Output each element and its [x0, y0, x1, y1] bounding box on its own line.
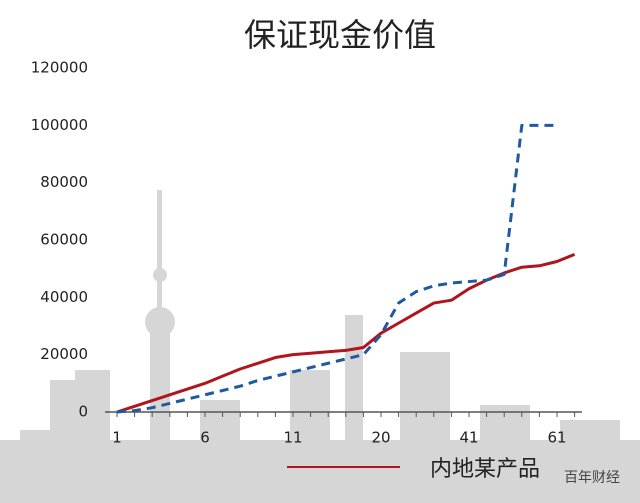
x-tick-label: 1	[112, 429, 122, 447]
x-tick-label: 61	[547, 429, 566, 447]
legend-label: 内地某产品	[430, 457, 540, 482]
x-tick-label: 41	[459, 429, 478, 447]
y-tick-label: 0	[78, 403, 88, 421]
y-tick-label: 40000	[40, 288, 88, 306]
data-line	[116, 123, 557, 414]
x-tick-label: 20	[371, 429, 390, 447]
x-tick-label: 6	[200, 429, 210, 447]
y-tick-label: 20000	[40, 345, 88, 363]
skyline-background	[0, 190, 640, 503]
y-tick-label: 80000	[40, 173, 88, 191]
y-tick-label: 100000	[31, 116, 88, 134]
y-tick-label: 120000	[31, 59, 88, 77]
chart-title: 保证现金价值	[244, 16, 436, 54]
y-tick-label: 60000	[40, 231, 88, 249]
watermark: 百年财经	[564, 470, 620, 486]
x-tick-label: 11	[283, 429, 302, 447]
